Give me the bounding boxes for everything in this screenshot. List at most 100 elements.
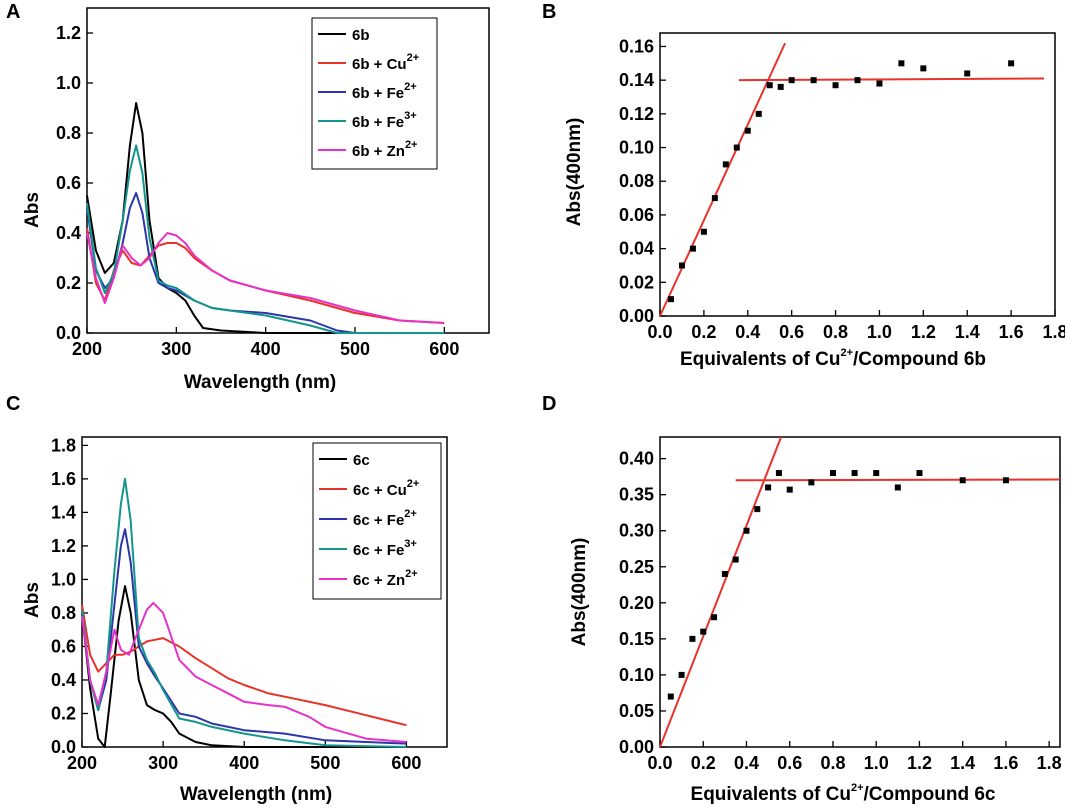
data-point-d xyxy=(808,479,815,486)
x-tick-label-a: 600 xyxy=(429,339,459,359)
y-tick-label-c: 1.0 xyxy=(51,569,76,589)
legend-entry-name: 6b + Fe xyxy=(352,85,404,102)
ticks-d: 0.0 0.2 0.4 0.6 0.8 1.0 1.2 1.4 1.6 1.8 0.00 0.05 0.… xyxy=(619,449,1062,773)
y-tick-label-c: 0.4 xyxy=(51,670,76,690)
x-tick-label-c: 400 xyxy=(229,753,259,773)
data-point-b xyxy=(777,83,784,90)
data-point-b xyxy=(854,77,861,84)
data-point-d xyxy=(711,614,718,621)
x-axis-label-b-main: Equivalents of Cu xyxy=(680,349,840,370)
x-tick-label-b: 0.6 xyxy=(779,322,804,342)
data-point-b xyxy=(755,110,762,117)
legend-entry-name: 6c + Cu xyxy=(353,482,407,499)
data-point-d xyxy=(775,470,782,477)
x-tick-label-b: 1.4 xyxy=(955,322,980,342)
legend-entry-sup: 2+ xyxy=(405,568,418,580)
y-tick-label-d: 0.30 xyxy=(619,521,654,541)
series-line-a-1 xyxy=(86,227,445,324)
x-tick-label-d: 1.2 xyxy=(907,753,932,773)
y-tick-label-c: 0.2 xyxy=(51,703,76,723)
data-point-b xyxy=(700,228,707,235)
data-point-d xyxy=(916,470,923,477)
legend-entry-sup: 2+ xyxy=(404,81,417,93)
y-tick-label-b: 0.16 xyxy=(619,36,654,56)
legend-entry-a: 6b + Fe3+ xyxy=(352,110,417,131)
x-tick-label-d: 1.0 xyxy=(864,753,889,773)
panel-c: C 200 300 400 500 600 0.0 0.2 0.4 0.6 0.8 1.0 1.2 1.… xyxy=(6,393,448,805)
x-tick-label-a: 200 xyxy=(72,339,102,359)
legend-entry-a: 6b xyxy=(352,27,370,44)
legend-entry-name: 6b xyxy=(352,27,370,44)
data-point-b xyxy=(744,127,751,134)
legend-entry-a: 6b + Cu2+ xyxy=(352,52,419,73)
data-point-b xyxy=(1008,60,1015,67)
legend-entry-name: 6c + Zn xyxy=(353,572,405,589)
legend-entry-name: 6c + Fe xyxy=(353,542,404,559)
x-tick-label-b: 1.2 xyxy=(911,322,936,342)
series-line-a-3 xyxy=(86,144,445,334)
y-tick-label-d: 0.40 xyxy=(619,449,654,469)
data-point-b xyxy=(788,77,795,84)
x-axis-label-d-suffix: /Compound 6c xyxy=(864,784,996,805)
legend-entry-name: 6c + Fe xyxy=(353,512,404,529)
data-point-d xyxy=(689,635,696,642)
y-tick-label-b: 0.08 xyxy=(619,171,654,191)
data-point-b xyxy=(711,195,718,202)
x-axis-label-d: Equivalents of Cu2+/Compound 6c xyxy=(691,782,996,805)
x-tick-label-b: 0.8 xyxy=(823,322,848,342)
x-tick-label-b: 0.0 xyxy=(647,322,672,342)
data-point-d xyxy=(667,693,674,700)
fit-line-d-1 xyxy=(735,478,1061,482)
ticks-b: 0.0 0.2 0.4 0.6 0.8 1.0 1.2 1.4 1.6 1.8 0.00 0.02 0.… xyxy=(619,36,1065,342)
x-tick-label-d: 0.6 xyxy=(777,753,802,773)
x-tick-label-b: 1.0 xyxy=(867,322,892,342)
x-tick-label-d: 1.4 xyxy=(950,753,975,773)
y-tick-label-c: 0.8 xyxy=(51,603,76,623)
y-tick-label-c: 1.2 xyxy=(51,536,76,556)
legend-entry-sup: 3+ xyxy=(404,538,417,550)
y-axis-label-a: Abs xyxy=(22,192,43,228)
y-tick-label-b: 0.12 xyxy=(619,104,654,124)
x-tick-label-a: 400 xyxy=(251,339,281,359)
plot-frame-b xyxy=(659,32,1056,317)
x-axis-label-b-sup: 2+ xyxy=(840,347,853,359)
y-tick-label-d: 0.35 xyxy=(619,485,654,505)
legend-entry-sup: 2+ xyxy=(405,139,418,151)
legend-entry-a: 6b + Zn2+ xyxy=(352,139,417,160)
fit-line-d-0 xyxy=(659,436,783,748)
data-point-d xyxy=(786,486,793,493)
data-point-b xyxy=(689,245,696,252)
y-tick-label-d: 0.00 xyxy=(619,737,654,757)
data-point-b xyxy=(920,65,927,72)
data-point-b xyxy=(898,60,905,67)
data-point-b xyxy=(722,161,729,168)
y-tick-label-b: 0.06 xyxy=(619,205,654,225)
y-tick-label-a: 0.6 xyxy=(56,173,81,193)
y-tick-label-c: 0.6 xyxy=(51,636,76,656)
x-tick-label-b: 0.2 xyxy=(691,322,716,342)
y-tick-label-d: 0.05 xyxy=(619,701,654,721)
data-point-d xyxy=(1002,477,1009,484)
x-tick-label-d: 0.0 xyxy=(647,753,672,773)
x-tick-label-c: 600 xyxy=(391,753,421,773)
x-tick-label-b: 1.6 xyxy=(999,322,1024,342)
y-tick-label-b: 0.00 xyxy=(619,306,654,326)
data-point-b xyxy=(733,144,740,151)
x-axis-label-a: Wavelength (nm) xyxy=(184,372,336,393)
x-axis-label-d-sup: 2+ xyxy=(851,782,864,794)
legend-entry-c: 6c + Fe3+ xyxy=(353,538,417,559)
data-point-b xyxy=(678,262,685,269)
y-tick-label-a: 0.4 xyxy=(56,223,81,243)
fit-line-b-0 xyxy=(659,42,786,317)
data-point-b xyxy=(964,70,971,77)
legend-entry-name: 6c xyxy=(353,452,370,469)
y-tick-label-a: 0.8 xyxy=(56,123,81,143)
ticks-a: 200 300 400 500 600 0.0 0.2 0.4 0.6 0.8 1.0 1.2 xyxy=(56,23,459,359)
data-point-b xyxy=(810,77,817,84)
series-line-c-4 xyxy=(81,601,407,743)
data-point-b xyxy=(667,296,674,303)
series-line-a-4 xyxy=(86,232,445,324)
legend-entry-a: 6b + Fe2+ xyxy=(352,81,417,102)
ticks-c: 200 300 400 500 600 0.0 0.2 0.4 0.6 0.8 1.0 1.2 1.4 1… xyxy=(51,435,421,773)
